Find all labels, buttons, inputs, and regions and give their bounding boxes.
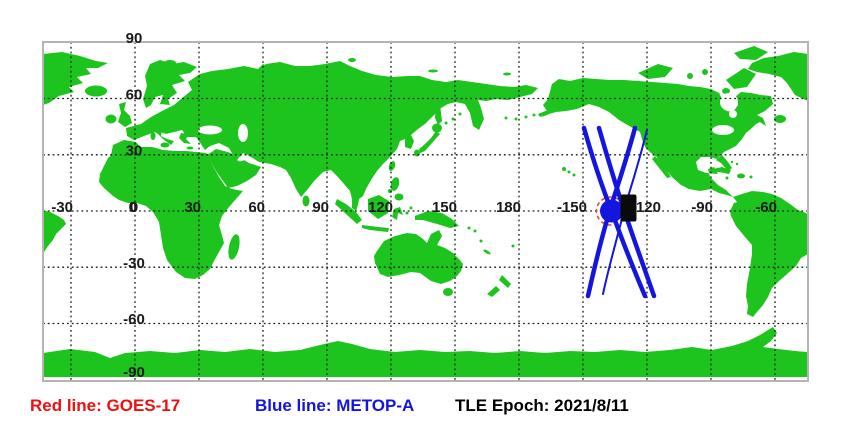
landmass-sakhalin <box>435 105 442 125</box>
landmass-greenland-west <box>748 52 808 101</box>
landmass-ireland <box>105 114 117 124</box>
landmass-kuril-islands <box>444 112 462 125</box>
persian-gulf <box>237 154 249 162</box>
landmass-south-america-east <box>43 210 66 254</box>
landmass-sri-lanka <box>302 195 310 207</box>
lon-tick-label: 90 <box>312 199 329 216</box>
great-lakes <box>712 125 734 135</box>
landmass-new-guinea <box>415 211 459 228</box>
lat-tick-label: 30 <box>126 143 143 160</box>
landmass-sardinia <box>150 132 156 140</box>
lon-tick-label: 60 <box>248 199 265 216</box>
landmass-africa <box>99 147 243 279</box>
landmass-new-zealand <box>487 275 511 297</box>
landmass-greenland-east <box>43 52 108 105</box>
landmass-eurasia <box>126 61 538 211</box>
landmass-sicily <box>160 142 170 148</box>
lat-tick-label: 90 <box>126 30 143 47</box>
metop-a-position-circle <box>600 199 623 223</box>
landmass-newfoundland <box>774 115 786 123</box>
landmass-tasmania <box>443 288 453 296</box>
lon-tick-label: -60 <box>755 199 777 216</box>
landmass-arabia <box>207 149 261 188</box>
landmass-south-america <box>730 191 808 317</box>
lat-tick-label: 0 <box>130 199 138 216</box>
landmass-australia <box>374 230 463 284</box>
landmass-scandinavia <box>143 60 197 108</box>
longitude-tick-labels: -30 0 30 60 90 120 150 180 -150 -120 -90… <box>51 199 777 216</box>
landmass-crete <box>186 146 194 150</box>
landmass-iceland <box>85 85 107 97</box>
lon-tick-label: 0 <box>129 199 137 216</box>
pacific-islands <box>467 167 576 255</box>
landmass-caribbean <box>712 160 753 180</box>
landmass-antarctica <box>43 327 807 377</box>
satellite-position-marker <box>620 194 637 222</box>
landmass-taiwan <box>388 161 396 171</box>
landmass-greece <box>179 133 191 144</box>
lat-tick-label: 60 <box>126 87 143 104</box>
hudson-bay <box>720 93 738 111</box>
arctic-russia-islands <box>251 58 511 80</box>
inland-seas <box>198 93 738 162</box>
lon-tick-label: 120 <box>368 199 393 216</box>
graticule <box>43 42 808 381</box>
lon-tick-label: 180 <box>496 199 521 216</box>
landmass-borneo <box>368 195 389 219</box>
landmasses <box>43 46 808 377</box>
landmass-sulawesi <box>392 207 403 220</box>
landmass-japan <box>414 123 442 157</box>
landmass-italy <box>153 128 174 145</box>
lon-tick-label: -120 <box>631 199 661 216</box>
lon-tick-label: -30 <box>51 199 73 216</box>
lat-tick-label: -30 <box>123 255 145 272</box>
legend-red-label: Red line: GOES-17 <box>30 396 180 415</box>
legend-epoch-label: TLE Epoch: 2021/8/11 <box>455 396 629 415</box>
landmass-java <box>362 225 389 232</box>
lon-tick-label: 30 <box>184 199 201 216</box>
james-bay <box>729 110 737 118</box>
landmass-madagascar <box>228 234 240 260</box>
landmass-arctic-archipelago <box>638 46 768 94</box>
black-sea <box>198 125 222 135</box>
lat-tick-label: -60 <box>123 311 145 328</box>
landmass-philippines <box>388 177 404 201</box>
legend-blue-label: Blue line: METOP-A <box>255 396 414 415</box>
latitude-tick-labels: 90 60 30 0 -30 -60 -90 <box>123 30 145 381</box>
lon-tick-label: -150 <box>557 199 587 216</box>
legend: Red line: GOES-17 Blue line: METOP-A TLE… <box>30 396 629 415</box>
landmass-moluccas <box>405 206 413 215</box>
landmass-baja <box>652 156 671 178</box>
landmass-britain <box>118 102 132 127</box>
landmass-north-america <box>542 78 773 197</box>
landmass-sumatra <box>335 199 362 224</box>
lat-tick-label: -90 <box>123 364 145 381</box>
lon-tick-label: 150 <box>432 199 457 216</box>
caspian-sea <box>238 124 248 142</box>
lon-tick-label: -90 <box>691 199 713 216</box>
map-frame <box>42 41 809 382</box>
